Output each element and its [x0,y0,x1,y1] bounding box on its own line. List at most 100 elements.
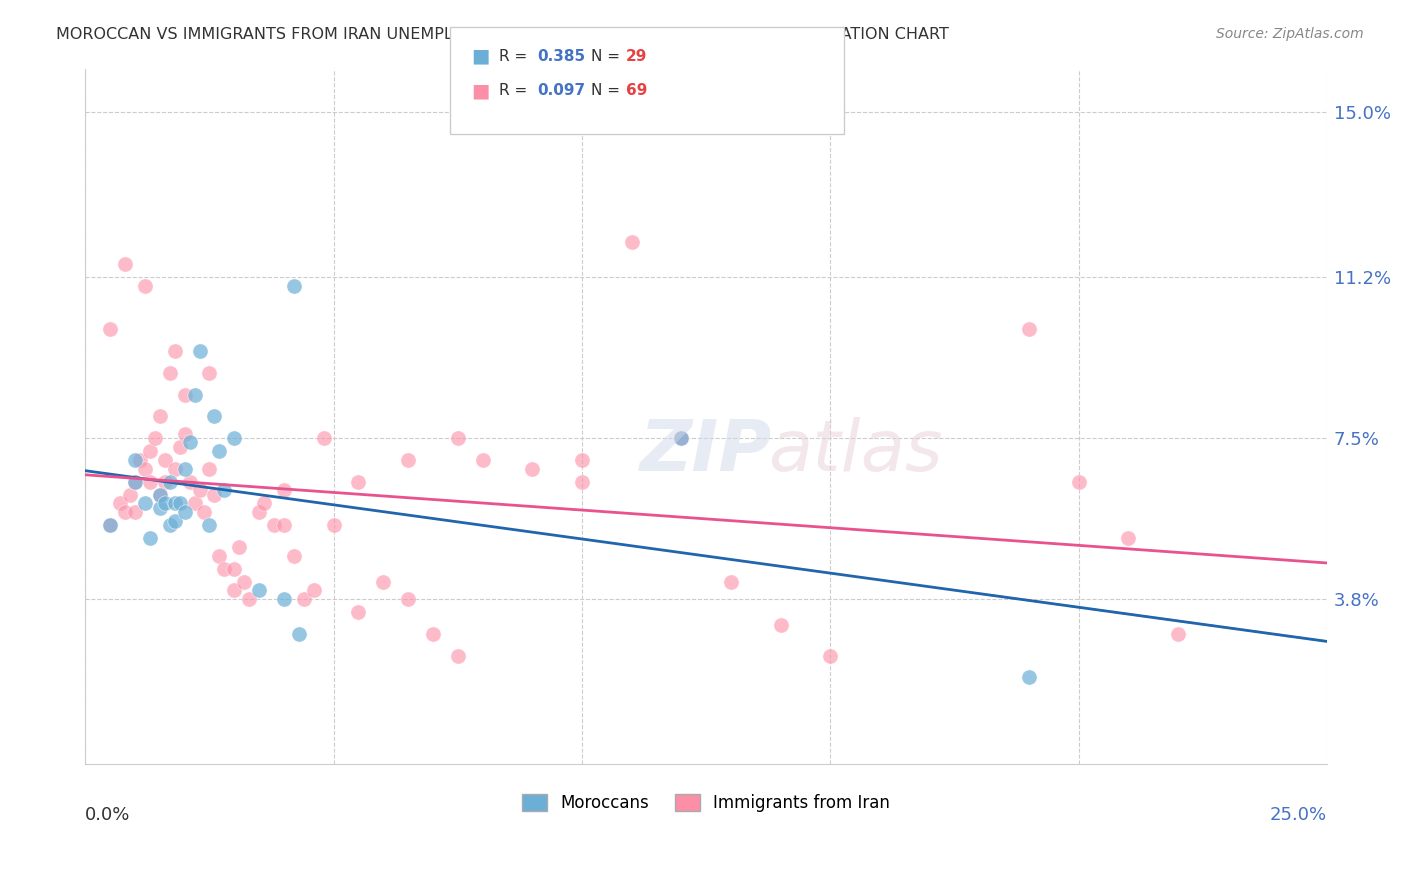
Text: ■: ■ [471,81,489,101]
Point [422,627,444,641]
Point [214,483,236,498]
Point [159,366,181,380]
Text: atlas: atlas [768,417,942,485]
Point [173,461,195,475]
Point [273,483,295,498]
Point [233,574,256,589]
Point [347,605,370,619]
Point [139,475,162,489]
Point [173,387,195,401]
Point [153,453,176,467]
Point [183,496,205,510]
Point [159,518,181,533]
Point [263,518,285,533]
Point [149,409,172,424]
Point [820,648,842,663]
Point [114,257,136,271]
Text: Source: ZipAtlas.com: Source: ZipAtlas.com [1216,27,1364,41]
Point [193,505,215,519]
Text: N =: N = [591,49,624,63]
Point [620,235,643,250]
Point [134,461,156,475]
Point [169,440,191,454]
Point [173,426,195,441]
Point [134,279,156,293]
Point [198,461,221,475]
Point [134,496,156,510]
Point [169,496,191,510]
Text: 0.0%: 0.0% [86,806,131,824]
Text: 29: 29 [626,49,647,63]
Point [224,561,246,575]
Point [312,431,335,445]
Point [214,561,236,575]
Point [179,435,201,450]
Point [188,344,211,359]
Point [238,592,260,607]
Point [471,453,494,467]
Point [322,518,344,533]
Text: ZIP: ZIP [640,417,772,485]
Point [288,627,311,641]
Point [124,453,146,467]
Point [292,592,315,607]
Text: 69: 69 [626,84,647,98]
Point [447,648,470,663]
Text: ■: ■ [471,46,489,66]
Point [98,518,121,533]
Point [163,344,186,359]
Point [302,583,325,598]
Point [571,475,593,489]
Point [153,475,176,489]
Point [224,431,246,445]
Text: R =: R = [499,49,533,63]
Point [124,475,146,489]
Point [1167,627,1189,641]
Point [163,461,186,475]
Point [204,409,226,424]
Point [198,366,221,380]
Point [98,518,121,533]
Point [396,592,419,607]
Point [124,505,146,519]
Point [204,488,226,502]
Point [139,531,162,545]
Point [118,488,141,502]
Point [224,583,246,598]
Point [1018,670,1040,684]
Point [720,574,742,589]
Point [1018,322,1040,336]
Point [253,496,276,510]
Point [522,461,544,475]
Point [769,618,792,632]
Point [183,387,205,401]
Point [173,505,195,519]
Point [347,475,370,489]
Point [273,518,295,533]
Point [283,279,305,293]
Point [159,475,181,489]
Point [108,496,131,510]
Point [247,583,270,598]
Point [143,431,166,445]
Point [228,540,250,554]
Text: MOROCCAN VS IMMIGRANTS FROM IRAN UNEMPLOYMENT AMONG AGES 30 TO 34 YEARS CORRELAT: MOROCCAN VS IMMIGRANTS FROM IRAN UNEMPLO… [56,27,949,42]
Point [129,453,152,467]
Point [396,453,419,467]
Point [163,496,186,510]
Point [198,518,221,533]
Point [163,514,186,528]
Point [571,453,593,467]
Text: 0.097: 0.097 [537,84,585,98]
Point [139,444,162,458]
Point [149,500,172,515]
Point [114,505,136,519]
Point [153,496,176,510]
Point [188,483,211,498]
Point [208,549,231,563]
Point [1067,475,1090,489]
Point [373,574,395,589]
Text: R =: R = [499,84,533,98]
Point [1116,531,1139,545]
Point [671,431,693,445]
